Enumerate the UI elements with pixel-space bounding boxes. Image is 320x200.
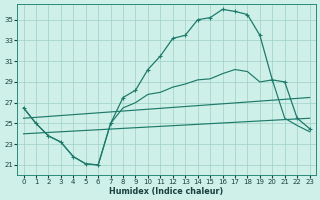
X-axis label: Humidex (Indice chaleur): Humidex (Indice chaleur) <box>109 187 224 196</box>
